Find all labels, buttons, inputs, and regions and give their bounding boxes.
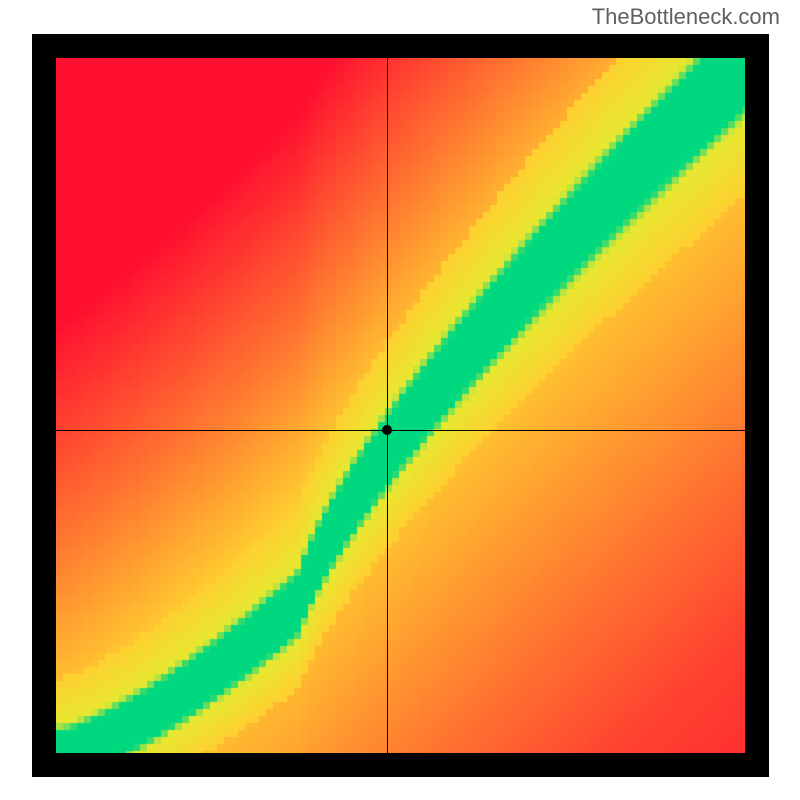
crosshair-vertical xyxy=(387,58,388,753)
crosshair-horizontal xyxy=(56,430,745,431)
heatmap-canvas xyxy=(56,58,745,753)
plot-frame xyxy=(32,34,769,777)
data-point xyxy=(382,425,392,435)
watermark-text: TheBottleneck.com xyxy=(592,4,780,30)
chart-container: TheBottleneck.com xyxy=(0,0,800,800)
